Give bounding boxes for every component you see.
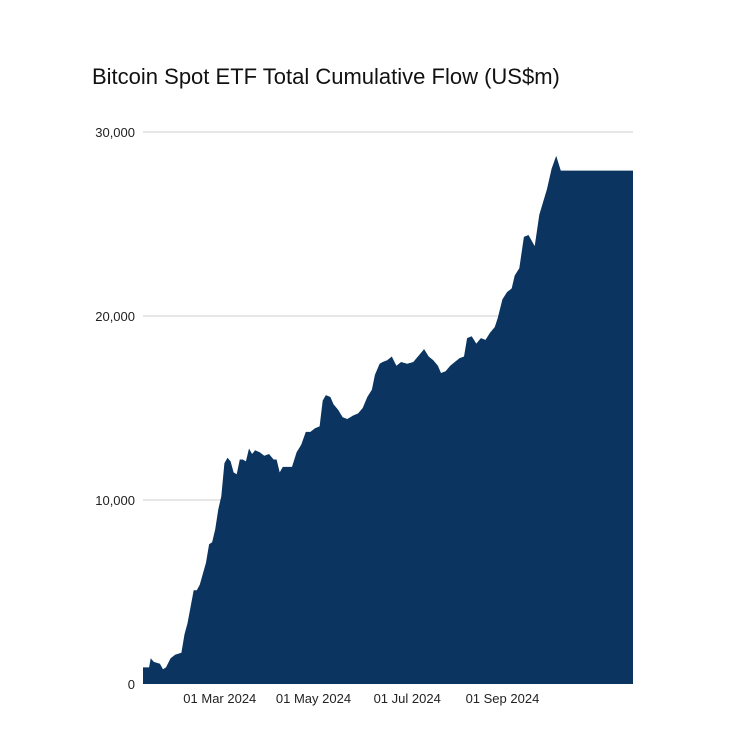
y-tick-label: 0	[128, 677, 135, 692]
x-tick-label: 01 Mar 2024	[183, 691, 256, 706]
area-series	[143, 155, 633, 684]
y-tick-label: 10,000	[95, 493, 135, 508]
x-tick-label: 01 May 2024	[276, 691, 351, 706]
x-axis-tick-labels: 01 Mar 2024 01 May 2024 01 Jul 2024 01 Sep …	[183, 691, 539, 706]
y-tick-label: 30,000	[95, 125, 135, 140]
x-tick-label: 01 Jul 2024	[374, 691, 441, 706]
cumulative-flow-area	[143, 155, 633, 684]
x-tick-label: 01 Sep 2024	[466, 691, 540, 706]
y-tick-label: 20,000	[95, 309, 135, 324]
y-axis-tick-labels: 0 10,000 20,000 30,000	[95, 125, 135, 692]
chart-title: Bitcoin Spot ETF Total Cumulative Flow (…	[92, 64, 560, 89]
